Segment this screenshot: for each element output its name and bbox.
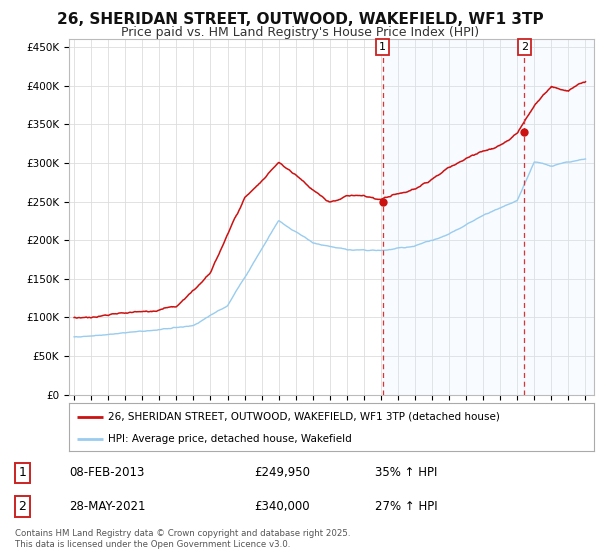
Text: £249,950: £249,950 (254, 466, 310, 479)
Bar (524, 39, 594, 395)
Text: 2: 2 (521, 42, 528, 52)
Text: 1: 1 (19, 466, 26, 479)
Bar (383, 39, 524, 395)
Text: 26, SHERIDAN STREET, OUTWOOD, WAKEFIELD, WF1 3TP: 26, SHERIDAN STREET, OUTWOOD, WAKEFIELD,… (56, 12, 544, 27)
Text: HPI: Average price, detached house, Wakefield: HPI: Average price, detached house, Wake… (109, 434, 352, 444)
Text: 26, SHERIDAN STREET, OUTWOOD, WAKEFIELD, WF1 3TP (detached house): 26, SHERIDAN STREET, OUTWOOD, WAKEFIELD,… (109, 412, 500, 422)
Text: Price paid vs. HM Land Registry's House Price Index (HPI): Price paid vs. HM Land Registry's House … (121, 26, 479, 39)
Text: 1: 1 (379, 42, 386, 52)
Text: £340,000: £340,000 (254, 500, 310, 513)
Text: 35% ↑ HPI: 35% ↑ HPI (375, 466, 437, 479)
Text: 2: 2 (19, 500, 26, 513)
Text: 08-FEB-2013: 08-FEB-2013 (70, 466, 145, 479)
Bar (69, 39, 383, 395)
Text: 27% ↑ HPI: 27% ↑ HPI (375, 500, 437, 513)
Text: 28-MAY-2021: 28-MAY-2021 (70, 500, 146, 513)
Text: Contains HM Land Registry data © Crown copyright and database right 2025.
This d: Contains HM Land Registry data © Crown c… (15, 529, 350, 549)
